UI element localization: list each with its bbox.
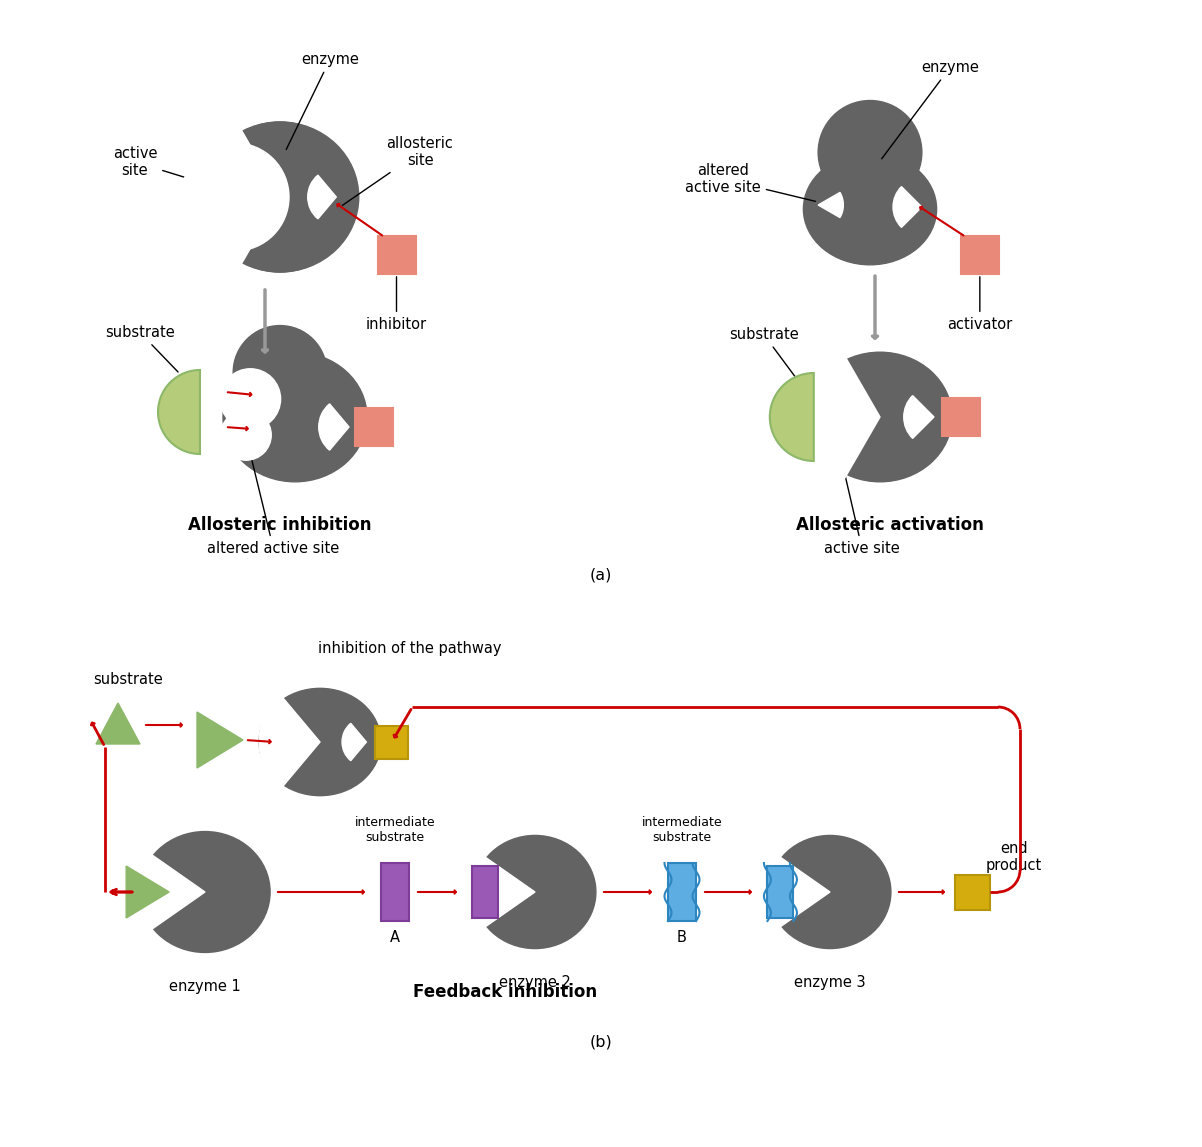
Text: A: A — [389, 930, 400, 945]
Wedge shape — [819, 193, 844, 218]
Text: inhibitor: inhibitor — [365, 276, 427, 331]
Text: inhibition of the pathway: inhibition of the pathway — [319, 641, 501, 656]
Ellipse shape — [808, 352, 952, 482]
Wedge shape — [474, 857, 535, 927]
Text: Allosteric inhibition: Allosteric inhibition — [189, 516, 371, 535]
Circle shape — [206, 122, 355, 272]
Ellipse shape — [803, 154, 936, 265]
Text: end
product: end product — [986, 841, 1042, 873]
Text: enzyme 2: enzyme 2 — [499, 975, 571, 990]
Text: substrate: substrate — [728, 327, 798, 376]
FancyBboxPatch shape — [355, 408, 393, 446]
Text: enzyme: enzyme — [286, 52, 359, 149]
FancyBboxPatch shape — [960, 236, 999, 274]
Wedge shape — [139, 855, 206, 929]
Wedge shape — [260, 695, 320, 789]
Wedge shape — [893, 187, 922, 227]
FancyBboxPatch shape — [942, 398, 980, 436]
Wedge shape — [197, 125, 280, 268]
Wedge shape — [319, 404, 349, 450]
Text: intermediate
substrate: intermediate substrate — [355, 816, 435, 844]
Text: intermediate
substrate: intermediate substrate — [642, 816, 722, 844]
Text: altered
active site: altered active site — [685, 163, 815, 202]
Text: enzyme 3: enzyme 3 — [795, 975, 865, 990]
Circle shape — [182, 143, 288, 251]
Wedge shape — [769, 857, 831, 927]
FancyBboxPatch shape — [472, 866, 499, 918]
Ellipse shape — [769, 835, 891, 949]
Wedge shape — [769, 373, 814, 461]
Text: allosteric
site: allosteric site — [343, 135, 453, 205]
FancyBboxPatch shape — [668, 863, 696, 921]
FancyBboxPatch shape — [767, 866, 793, 918]
Text: substrate: substrate — [93, 672, 163, 687]
Wedge shape — [804, 351, 880, 483]
Text: altered active site: altered active site — [207, 447, 339, 556]
Wedge shape — [157, 370, 200, 454]
Circle shape — [220, 368, 280, 429]
Polygon shape — [96, 703, 139, 744]
Wedge shape — [343, 724, 367, 760]
Text: activator: activator — [947, 276, 1012, 331]
Text: B: B — [677, 930, 686, 945]
Wedge shape — [308, 175, 337, 219]
Ellipse shape — [260, 688, 381, 796]
Text: Feedback inhibition: Feedback inhibition — [413, 983, 597, 1001]
Text: active
site: active site — [113, 146, 214, 186]
Polygon shape — [126, 866, 169, 918]
Text: Allosteric activation: Allosteric activation — [796, 516, 984, 535]
Ellipse shape — [474, 835, 596, 949]
Wedge shape — [904, 396, 934, 438]
Ellipse shape — [139, 832, 270, 952]
Text: enzyme 1: enzyme 1 — [169, 980, 240, 994]
FancyBboxPatch shape — [381, 863, 409, 921]
Text: substrate: substrate — [105, 325, 178, 372]
Text: (a): (a) — [590, 568, 612, 583]
FancyBboxPatch shape — [375, 726, 407, 758]
Ellipse shape — [201, 122, 358, 272]
Text: enzyme: enzyme — [881, 60, 978, 158]
Circle shape — [819, 101, 922, 204]
Text: active site: active site — [825, 458, 900, 556]
FancyBboxPatch shape — [377, 236, 416, 274]
FancyBboxPatch shape — [954, 874, 989, 910]
Ellipse shape — [224, 352, 367, 482]
Polygon shape — [197, 712, 243, 768]
Circle shape — [221, 409, 272, 460]
Circle shape — [233, 326, 327, 419]
Text: (b): (b) — [590, 1035, 612, 1050]
